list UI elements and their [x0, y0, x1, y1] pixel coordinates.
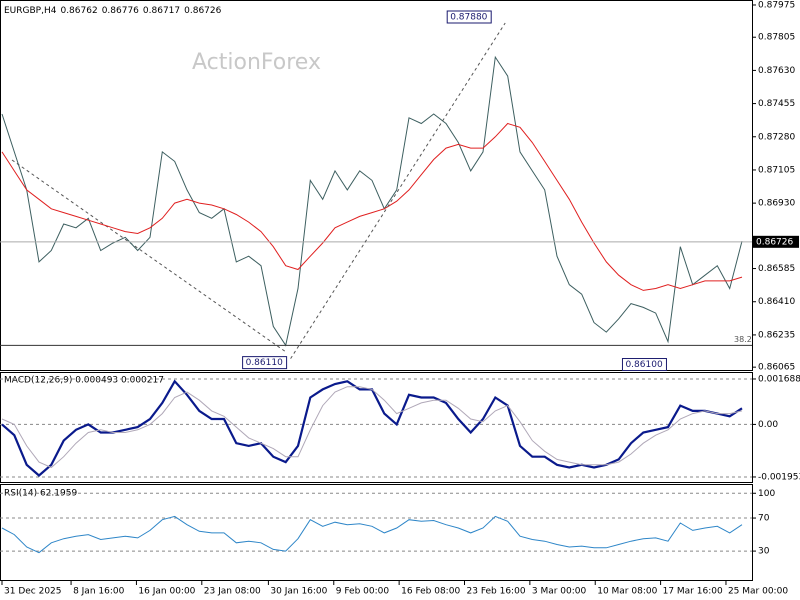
rsi-panel	[0, 484, 753, 581]
swing-label: 0.87880	[450, 12, 487, 22]
y-tick-label: 0.00	[758, 420, 778, 430]
ohlc-value: 0.86717	[143, 6, 180, 16]
watermark: ActionForex	[192, 50, 321, 75]
y-tick-label: 0.87805	[758, 33, 795, 43]
y-tick-label: 0.86065	[758, 363, 795, 373]
x-tick-label: 16 Jan 00:00	[138, 587, 195, 597]
x-tick-label: 30 Jan 16:00	[270, 587, 327, 597]
y-tick-label: 0.001688	[758, 374, 800, 384]
swing-box	[621, 358, 667, 372]
x-tick-label: 10 Mar 08:00	[597, 587, 657, 597]
x-tick-label: 8 Jan 16:00	[73, 587, 125, 597]
series-line	[1, 515, 743, 554]
y-tick-label: 0.87630	[758, 66, 795, 76]
x-tick-label: 17 Mar 16:00	[663, 587, 723, 597]
x-tick-label: 3 Mar 00:00	[532, 587, 587, 597]
ohlc-value: 0.86762	[60, 6, 97, 16]
y-tick-label: 30	[758, 547, 770, 557]
last-price-label: 0.86726	[756, 237, 793, 247]
series-line	[1, 379, 743, 477]
y-tick-label: 70	[758, 514, 770, 524]
x-tick-label: 16 Feb 08:00	[401, 587, 460, 597]
x-tick-label: 31 Dec 2025	[4, 587, 62, 597]
swing-box	[446, 10, 492, 24]
y-tick-label: 0.86235	[758, 330, 795, 340]
x-tick-label: 9 Feb 00:00	[336, 587, 390, 597]
ohlc-value: 0.86726	[184, 6, 221, 16]
y-tick-label: 0.86930	[758, 199, 795, 209]
y-tick-label: 0.86410	[758, 297, 795, 307]
y-tick-label: 100	[758, 489, 775, 499]
y-tick-label: 0.86585	[758, 264, 795, 274]
zigzag	[11, 159, 287, 353]
series-line	[1, 386, 743, 469]
macd-panel	[0, 372, 753, 483]
symbol: EURGBP,H4	[4, 6, 57, 16]
swing-label: 0.86100	[625, 360, 662, 370]
x-tick-label: 23 Feb 16:00	[467, 587, 526, 597]
y-tick-label: 0.87105	[758, 165, 795, 175]
series-line	[1, 122, 743, 291]
series-line	[1, 55, 743, 347]
swing-box	[242, 356, 288, 370]
zigzag	[290, 22, 506, 359]
y-tick-label: 0.87280	[758, 132, 795, 142]
price-panel	[0, 0, 753, 371]
fib-label: 38.2	[734, 335, 752, 344]
swing-label: 0.86110	[246, 358, 283, 368]
x-tick-label: 23 Jan 08:00	[204, 587, 261, 597]
y-tick-label: 0.87455	[758, 99, 795, 109]
y-tick-label: -0.001953	[758, 472, 800, 482]
y-tick-label: 0.87975	[758, 0, 795, 10]
last-price-box	[753, 235, 799, 248]
macd-title: MACD(12,26,9) 0.000493 0.000217	[4, 376, 164, 386]
header: EURGBP,H4 0.86762 0.86776 0.86717 0.86726	[4, 6, 222, 16]
x-tick-label: 25 Mar 00:00	[728, 587, 788, 597]
ohlc-value: 0.86776	[102, 6, 139, 16]
rsi-title: RSI(14) 62.1959	[4, 489, 77, 499]
